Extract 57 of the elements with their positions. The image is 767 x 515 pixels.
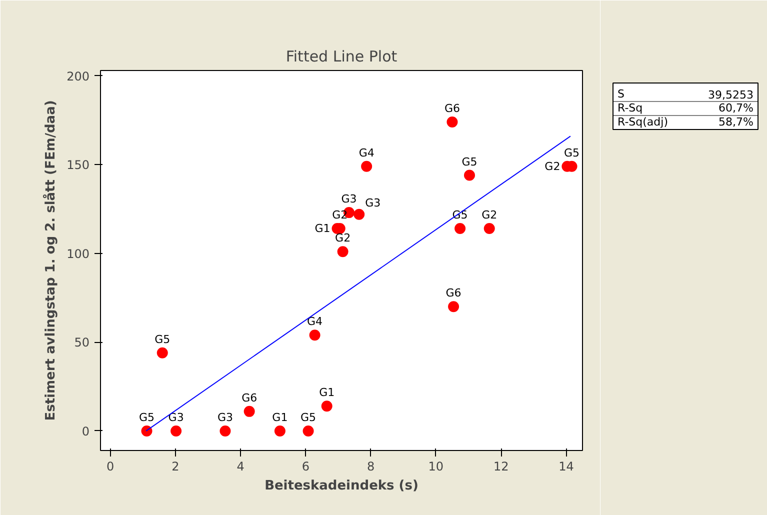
- data-label: G1: [319, 386, 335, 400]
- x-tick-label: 10: [428, 460, 444, 474]
- x-tick-label: 12: [493, 460, 509, 474]
- data-label: G6: [242, 391, 258, 404]
- x-tick-label: 2: [172, 460, 180, 474]
- y-axis-title: Estimert avlingstap 1. og 2. slått (FEm/daa): [42, 100, 59, 421]
- data-label: G3: [217, 410, 234, 424]
- text: R-Sq 60,7%: [618, 102, 754, 115]
- point: [309, 330, 320, 341]
- point: [141, 425, 152, 436]
- data-label: G5: [138, 410, 155, 424]
- text: S 39,5253: [618, 88, 754, 102]
- x-tick-label: 8: [366, 460, 375, 474]
- text: R-Sq(adj) 58,7%: [618, 116, 754, 129]
- point: [454, 223, 466, 234]
- point: [302, 425, 314, 436]
- y-tick-label: 50: [74, 336, 90, 350]
- data-label: G5: [564, 146, 580, 160]
- point: [170, 425, 182, 436]
- point: [244, 406, 255, 417]
- data-label: G2: [544, 160, 560, 173]
- data-label: G5: [154, 332, 170, 346]
- y-tick-label: 0: [82, 424, 90, 438]
- x-tick-label: 6: [302, 460, 310, 474]
- point: [446, 116, 458, 128]
- data-label: G3: [365, 196, 381, 210]
- point: [464, 170, 475, 181]
- data-label: G6: [446, 286, 462, 300]
- point: [361, 160, 372, 172]
- point: [321, 400, 332, 412]
- data-label: G6: [444, 102, 460, 115]
- data-label: G2: [482, 208, 498, 222]
- x-tick-label: 0: [106, 460, 114, 474]
- data-label: G5: [300, 410, 316, 424]
- point: [484, 223, 495, 234]
- data-label: G2: [335, 232, 351, 245]
- data-label: G3: [168, 410, 184, 424]
- y-tick-label: 200: [66, 69, 90, 84]
- x-tick-label: 14: [558, 460, 574, 474]
- data-label: G2: [332, 208, 348, 222]
- y-tick-label: 100: [66, 246, 90, 261]
- data-label: G5: [462, 155, 478, 168]
- chart-title: Fitted Line Plot: [286, 48, 398, 66]
- point: [274, 425, 286, 436]
- x-axis-title: Beiteskadeindeks (s): [264, 478, 418, 494]
- data-label: G4: [307, 315, 323, 328]
- point: [156, 347, 168, 358]
- data-label: G1: [272, 410, 288, 424]
- point: [354, 208, 365, 220]
- point: [448, 301, 460, 312]
- data-label: G3: [341, 192, 357, 206]
- point: [337, 246, 348, 258]
- x-tick-label: 4: [236, 460, 244, 474]
- y-tick-label: 150: [66, 158, 90, 172]
- data-label: G1: [314, 222, 330, 236]
- data-label: G4: [358, 146, 374, 160]
- point: [220, 425, 231, 436]
